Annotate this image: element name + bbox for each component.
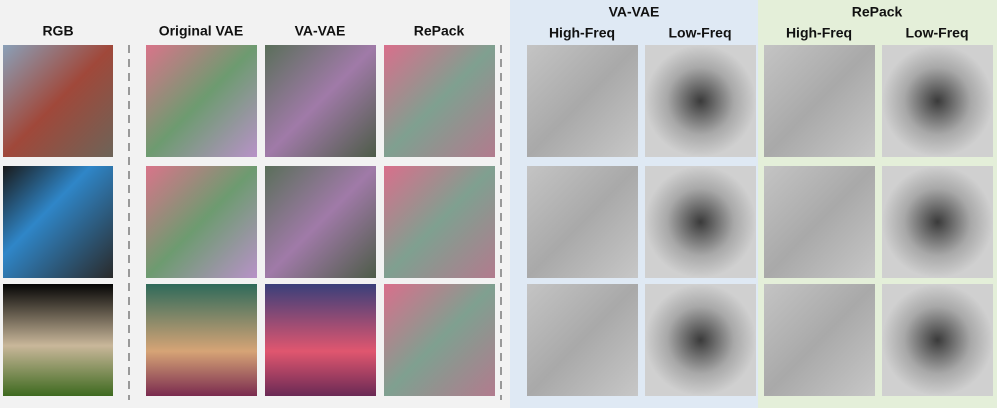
column-header: RePack: [414, 23, 465, 39]
sub-header: High-Freq: [786, 25, 852, 41]
image-tile: [764, 166, 875, 278]
image-tile: [384, 284, 495, 396]
image-tile: [764, 45, 875, 157]
image-tile: [265, 45, 376, 157]
image-tile: [146, 166, 257, 278]
image-tile: [3, 45, 113, 157]
image-grid: [3, 45, 993, 396]
image-tile: [645, 45, 756, 157]
image-tile: [882, 45, 993, 157]
image-tile: [645, 284, 756, 396]
column-header: Original VAE: [159, 23, 244, 39]
sub-header: High-Freq: [549, 25, 615, 41]
column-header: RGB: [42, 23, 73, 39]
image-tile: [882, 284, 993, 396]
sub-header: Low-Freq: [669, 25, 732, 41]
image-tile: [3, 284, 113, 396]
image-tile: [384, 45, 495, 157]
image-tile: [527, 166, 638, 278]
column-header: VA-VAE: [295, 23, 346, 39]
image-tile: [265, 166, 376, 278]
image-tile: [527, 45, 638, 157]
sub-header: Low-Freq: [906, 25, 969, 41]
image-tile: [882, 166, 993, 278]
image-tile: [3, 166, 113, 278]
image-tile: [146, 45, 257, 157]
image-tile: [384, 166, 495, 278]
image-tile: [527, 284, 638, 396]
image-tile: [265, 284, 376, 396]
group-title: VA-VAE: [609, 4, 660, 20]
group-title: RePack: [852, 4, 903, 20]
image-tile: [764, 284, 875, 396]
image-tile: [146, 284, 257, 396]
image-tile: [645, 166, 756, 278]
